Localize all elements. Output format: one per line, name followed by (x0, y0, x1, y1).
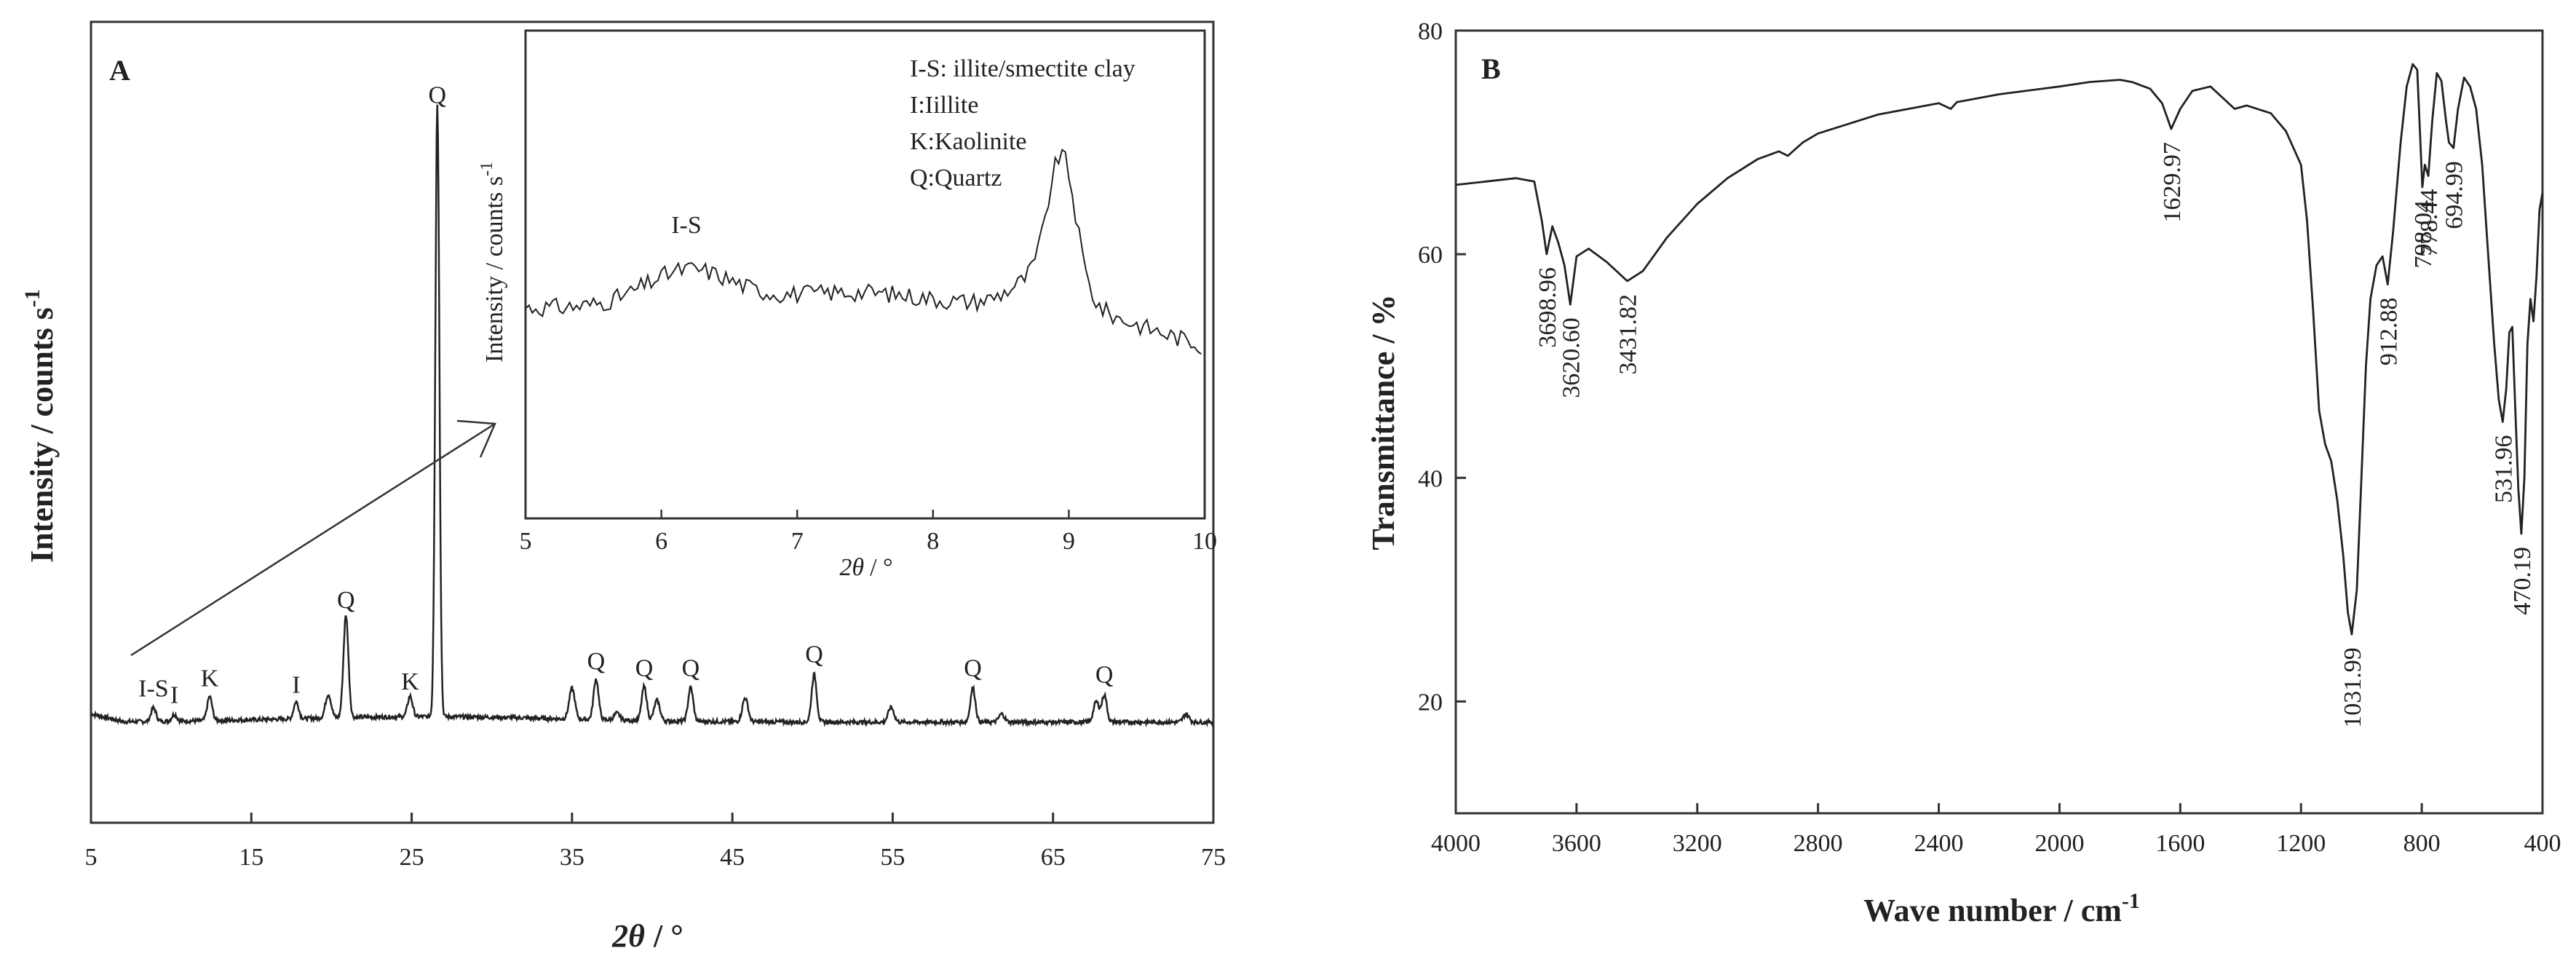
panel-b-y-axis-label: Transmittance / % (1366, 294, 1401, 550)
panel-a-peak-label: K (201, 665, 219, 692)
panel-a-peak-label: Q (635, 655, 654, 681)
inset-y-axis-label: Intensity / counts s-1 (477, 162, 508, 363)
panel-a-peak-label: Q (429, 82, 447, 109)
panel-b-peak-label: 470.19 (2509, 547, 2536, 615)
inset-pattern (525, 149, 1202, 355)
panel-b-peak-label: 3431.82 (1615, 294, 1642, 375)
inset-x-tick-label: 8 (927, 528, 939, 555)
panel-a-peak-label: Q (587, 648, 606, 675)
panel-b-y-tick-label: 60 (1418, 242, 1443, 269)
panel-b-peak-label: 531.96 (2490, 435, 2517, 504)
panel-a-x-tick-label: 75 (1201, 844, 1226, 871)
panel-b-label: B (1481, 52, 1501, 85)
panel-a-peak-label: I-S (138, 675, 169, 702)
panel-a-peak-label: K (401, 668, 419, 695)
panel-a-x-tick-label: 55 (880, 844, 905, 871)
panel-a-y-axis-label: Intensity / counts s-1 (20, 289, 60, 563)
panel-a-pattern (90, 104, 1214, 728)
panel-b-x-tick-label: 4000 (1431, 830, 1481, 857)
panel-b-x-tick-label: 2400 (1914, 830, 1964, 857)
panel-a-peak-label: Q (805, 641, 823, 668)
inset-legend: I-S: illite/smectite clay I:Iillite K:Ka… (910, 55, 1136, 191)
panel-b-x-tick-label: 1600 (2155, 830, 2205, 857)
panel-a-y-axis-main: Intensity / counts s (24, 307, 60, 563)
panel-a-x-ticks: 5 15 25 35 45 55 65 75 (85, 813, 1226, 871)
panel-a-y-axis-sup: -1 (20, 289, 44, 307)
panel-b-y-tick-label: 40 (1418, 465, 1443, 492)
panel-a-x-tick-label: 65 (1041, 844, 1066, 871)
inset-x-tick-label: 6 (655, 528, 667, 555)
panel-a-peak-label: Q (682, 655, 700, 681)
panel-a-inset: 5 6 7 8 9 10 I-S 2θ / ° Intensity / counts s-1… (477, 29, 1217, 581)
panel-b-x-tick-label: 2800 (1794, 830, 1843, 857)
panel-b-x-tick-label: 2000 (2034, 830, 2084, 857)
panel-b-peak-label: 912.88 (2375, 298, 2402, 366)
panel-a-x-tick-label: 25 (400, 844, 424, 871)
panel-a-label: A (109, 54, 130, 87)
panel-a-x-tick-label: 15 (239, 844, 263, 871)
panel-a-peak-label: Q (1095, 662, 1114, 689)
panel-b-frame (1454, 29, 2544, 815)
panel-a-x-axis-unit: / ° (653, 918, 683, 954)
panel-a-frame (90, 20, 1215, 824)
panel-a-x-axis-label: 2θ / ° (611, 918, 683, 954)
panel-b-x-axis-label: Wave number / cm-1 (1863, 889, 2140, 928)
panel-b-peak-label: 1629.97 (2159, 142, 2186, 223)
legend-entry-k: K:Kaolinite (910, 128, 1027, 155)
inset-x-tick-label: 10 (1192, 528, 1217, 555)
inset-x-tick-label: 7 (791, 528, 804, 555)
panel-b-x-tick-label: 800 (2403, 830, 2441, 857)
panel-b-x-ticks: 4000 3600 3200 2800 2400 2000 1600 1200 800 400 (1431, 803, 2561, 857)
panel-b-y-tick-label: 20 (1418, 689, 1443, 716)
panel-a-xrd-line (90, 104, 1214, 728)
inset-x-axis-symbol: 2θ (839, 554, 864, 581)
legend-entry-q: Q:Quartz (910, 165, 1002, 191)
panel-b-ftir-line (1455, 63, 2544, 636)
inset-x-ticks: 5 6 7 8 9 10 (520, 510, 1217, 555)
panel-b-peak-label: 3620.60 (1558, 317, 1585, 398)
inset-y-axis-sup: -1 (477, 162, 496, 176)
inset-x-axis-unit: / ° (870, 554, 893, 581)
panel-b-y-tick-label: 80 (1418, 18, 1443, 45)
inset-x-tick-label: 9 (1063, 528, 1075, 555)
inset-y-axis-main: Intensity / counts s (481, 176, 508, 363)
panel-b-peak-label: 778.44 (2416, 189, 2443, 258)
panel-b-x-tick-label: 1200 (2276, 830, 2326, 857)
panel-b-peak-label: 694.99 (2441, 161, 2468, 229)
panel-b-y-ticks: 20 40 60 80 (1418, 18, 1466, 716)
panel-b-spectrum (1455, 63, 2544, 636)
panel-b-peak-label: 1031.99 (2339, 647, 2366, 728)
panel-b-x-tick-label: 400 (2524, 830, 2561, 857)
panel-a-peak-label: I (292, 672, 300, 699)
panel-a-x-tick-label: 5 (85, 844, 98, 871)
panel-a-x-axis-symbol: 2θ (611, 918, 645, 954)
legend-entry-is: I-S: illite/smectite clay (910, 55, 1136, 82)
inset-pointer-arrowhead (456, 419, 496, 458)
panel-a-peak-label: Q (964, 655, 982, 681)
inset-frame (524, 29, 1206, 520)
panel-a-peak-label: I (170, 682, 178, 709)
panel-b-peak-label: 798.04 (2410, 200, 2437, 269)
panel-b: B 4000 3600 3200 2800 2400 2000 1600 1200 800 400… (1366, 18, 2561, 928)
panel-b-peak-label: 3698.96 (1534, 267, 1561, 348)
inset-xrd-line (525, 149, 1202, 355)
inset-peak-label: I-S (671, 212, 702, 239)
panel-b-x-axis-main: Wave number / cm (1863, 893, 2122, 928)
panel-a-peak-label: Q (337, 587, 355, 614)
panel-b-x-axis-sup: -1 (2122, 889, 2140, 913)
legend-entry-i: I:Iillite (910, 92, 978, 119)
inset-pointer-line (130, 422, 496, 657)
inset-x-axis-label: 2θ / ° (839, 554, 892, 581)
panel-b-x-tick-label: 3600 (1552, 830, 1601, 857)
panel-a-x-tick-label: 35 (560, 844, 584, 871)
inset-x-tick-label: 5 (520, 528, 532, 555)
panel-a-x-tick-label: 45 (720, 844, 745, 871)
panel-b-x-tick-label: 3200 (1673, 830, 1722, 857)
